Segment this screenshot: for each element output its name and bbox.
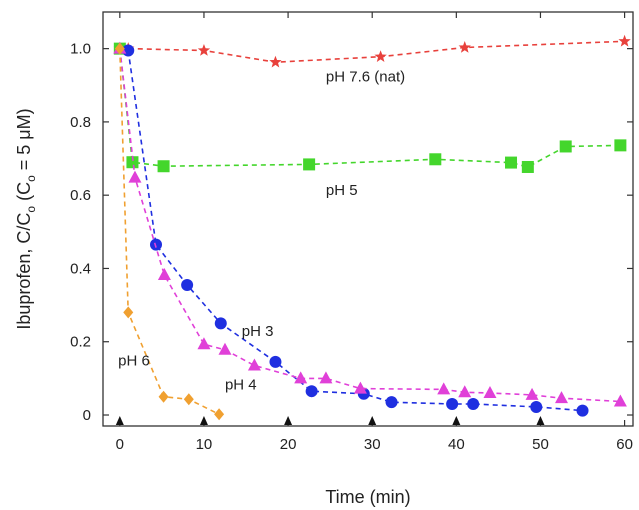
- y-tick-label: 0: [83, 407, 91, 424]
- series-ph-5-point: [126, 156, 139, 169]
- x-tick-label: 20: [280, 436, 297, 453]
- series-ph-3-point: [214, 317, 227, 330]
- y-tick-label: 0.4: [70, 260, 91, 277]
- x-tick-label: 0: [116, 436, 124, 453]
- series-ph-7-6-nat-point: [269, 55, 282, 68]
- time-arrow-marker: [284, 416, 293, 425]
- x-tick-label: 10: [196, 436, 213, 453]
- time-arrow-markers: [115, 416, 545, 425]
- series-ph-6-point: [123, 306, 134, 319]
- series-ph-6-point: [114, 42, 125, 55]
- series-ph-6-point: [158, 390, 169, 403]
- time-arrow-marker: [452, 416, 461, 425]
- series-ph-4-point: [218, 342, 232, 355]
- y-tick-label: 1.0: [70, 41, 91, 58]
- series-ph-4-point: [294, 371, 308, 384]
- time-arrow-marker: [115, 416, 124, 425]
- series-ph-7-6-nat: [113, 34, 631, 68]
- series-ph-7-6-nat-line: [119, 40, 625, 64]
- series-ph-5-point: [521, 160, 534, 173]
- plot-frame: [102, 11, 634, 427]
- series-ph-4-point: [613, 394, 627, 407]
- y-axis-label-main: Ibuprofen, C/C: [14, 213, 34, 330]
- x-tick-label: 30: [364, 436, 381, 453]
- series-ph-4: [113, 41, 627, 407]
- series-ph-5-point: [157, 160, 170, 173]
- series-ph-5-line: [119, 48, 621, 168]
- y-axis-label-tail: = 5 μM): [14, 108, 34, 175]
- series-ph-6-point: [183, 393, 194, 406]
- x-tick-label: 60: [616, 436, 633, 453]
- y-axis-label-sub: o: [24, 206, 38, 213]
- series-ph-3: [122, 44, 589, 417]
- series-ph-4-point: [525, 387, 539, 400]
- series-ph-3-point: [446, 398, 459, 411]
- series-ph-5: [113, 42, 627, 173]
- series-annotation: pH 4: [225, 376, 257, 393]
- series-ph-4-point: [554, 391, 568, 404]
- series-annotation: pH 6: [118, 353, 150, 370]
- series-ph-4-line: [119, 48, 621, 403]
- x-axis-label: Time (min): [325, 487, 410, 507]
- series-ph-5-point: [505, 156, 518, 169]
- series-ph-5-point: [559, 140, 572, 153]
- series-ph-4-point: [483, 386, 497, 399]
- time-arrow-marker: [199, 416, 208, 425]
- series-ph-6: [114, 42, 225, 421]
- x-tick-label: 50: [532, 436, 549, 453]
- series-ph-3-line: [127, 50, 583, 412]
- series-ph-4-point: [197, 337, 211, 350]
- series-ph-5-point: [429, 153, 442, 166]
- series-ph-7-6-nat-point: [197, 43, 211, 56]
- series-ph-7-6-nat-point: [618, 34, 631, 47]
- series-annotation: pH 7.6 (nat): [326, 69, 405, 86]
- series-ph-5-point: [303, 158, 316, 171]
- series-ph-3-point: [181, 278, 194, 291]
- series-annotation: pH 5: [326, 182, 358, 199]
- time-arrow-marker: [368, 416, 377, 425]
- time-arrow-marker: [536, 416, 545, 425]
- y-axis-label-sub2: o: [24, 175, 38, 182]
- series-ph-4-point: [247, 358, 261, 371]
- series-ph-3-point: [467, 398, 480, 411]
- y-tick-label: 0.6: [70, 187, 91, 204]
- series-ph-3-point: [385, 396, 398, 409]
- series-ph-4-point: [437, 382, 451, 395]
- series-ph-6-point: [214, 408, 225, 421]
- series-ph-7-6-nat-point: [374, 50, 387, 62]
- annotation-layer: pH 7.6 (nat) pH 5 pH 3 pH 4 pH 6: [118, 69, 405, 394]
- series-ph-4-point: [353, 381, 367, 394]
- series-layer: [113, 34, 631, 421]
- axis-ticks: 0 10 20 30 40 50 60 0 0.2 0.4 0.6 0.8 1.0: [70, 12, 633, 453]
- series-ph-3-point: [269, 355, 282, 368]
- y-tick-label: 0.8: [70, 114, 91, 131]
- series-ph-4-point: [157, 268, 171, 281]
- series-ph-4-point: [319, 371, 333, 384]
- y-tick-label: 0.2: [70, 334, 91, 351]
- x-tick-label: 40: [448, 436, 465, 453]
- series-ph-5-point: [614, 139, 627, 152]
- y-axis-label: Ibuprofen, C/Co (Co = 5 μM): [14, 108, 38, 329]
- series-ph-3-point: [576, 404, 589, 417]
- series-ph-4-point: [128, 170, 142, 183]
- series-ph-7-6-nat-point: [458, 41, 471, 53]
- series-annotation: pH 3: [242, 323, 274, 340]
- series-ph-3-point: [530, 400, 543, 413]
- y-axis-label-paren: (C: [14, 182, 34, 206]
- series-ph-4-point: [458, 385, 472, 398]
- series-ph-3-point: [305, 385, 318, 398]
